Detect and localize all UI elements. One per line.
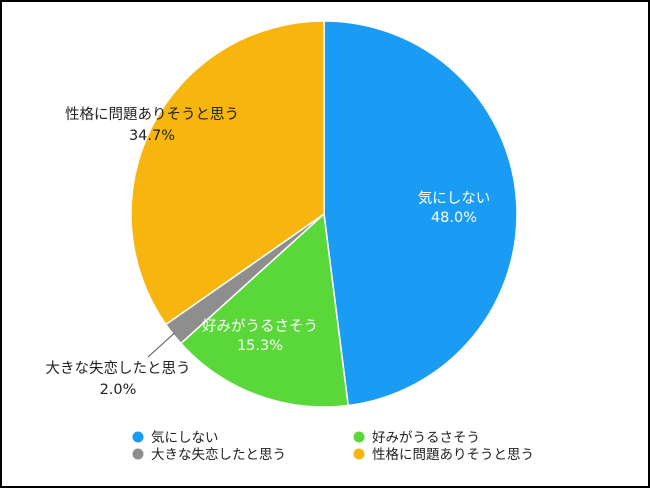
slice-label-konomi-urusasou: 好みがうるさそう bbox=[202, 318, 318, 335]
pie-slice-ki-ni-shinai bbox=[323, 20, 518, 407]
slice-value-konomi-urusasou: 15.3% bbox=[237, 338, 283, 354]
legend-marker-ookina-shitsuren bbox=[132, 448, 144, 460]
legend-marker-seikaku-mondai bbox=[353, 448, 365, 460]
slice-labels: 気にしない 48.0% 好みがうるさそう 15.3% 大きな失恋したと思う 2.0% 性格に… bbox=[46, 106, 491, 398]
slice-label-ki-ni-shinai: 気にしない bbox=[418, 190, 491, 207]
legend-label-ookina-shitsuren: 大きな失恋したと思う bbox=[151, 446, 286, 463]
pie-slice-konomi-urusasou bbox=[179, 212, 350, 408]
legend-marker-konomi-urusasou bbox=[353, 431, 365, 443]
legend-label-konomi-urusasou: 好みがうるさそう bbox=[372, 430, 480, 446]
legend-marker-ki-ni-shinai bbox=[132, 431, 144, 443]
slice-label-seikaku-mondai: 性格に問題ありそうと思う bbox=[65, 106, 239, 123]
leader-line-ookina-shitsuren bbox=[147, 332, 175, 358]
legend-label-ki-ni-shinai: 気にしない bbox=[151, 430, 219, 446]
slice-label-ookina-shitsuren: 大きな失恋したと思う bbox=[46, 359, 191, 377]
pie-slices bbox=[130, 20, 518, 408]
legend-label-seikaku-mondai: 性格に問題ありそうと思う bbox=[372, 447, 534, 463]
slice-value-ookina-shitsuren: 2.0% bbox=[100, 382, 137, 398]
pie-slice-seikaku-mondai bbox=[130, 20, 325, 326]
slice-value-ki-ni-shinai: 48.0% bbox=[431, 210, 477, 226]
slice-value-seikaku-mondai: 34.7% bbox=[129, 128, 175, 144]
